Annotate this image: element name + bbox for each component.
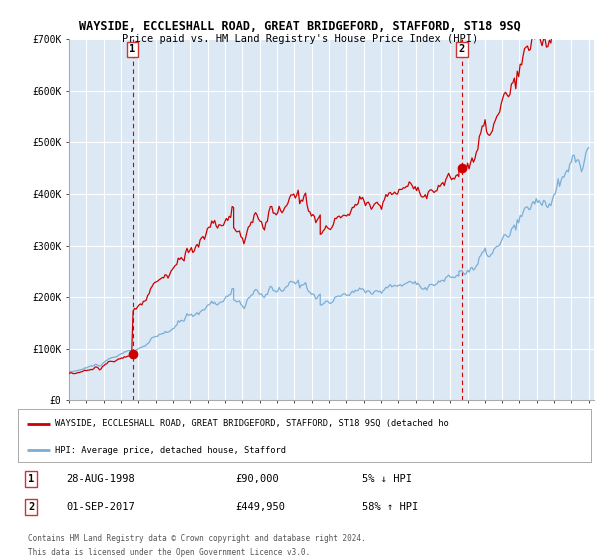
Text: 01-SEP-2017: 01-SEP-2017 [67,502,136,512]
Text: WAYSIDE, ECCLESHALL ROAD, GREAT BRIDGEFORD, STAFFORD, ST18 9SQ (detached ho: WAYSIDE, ECCLESHALL ROAD, GREAT BRIDGEFO… [55,419,449,428]
Text: 1: 1 [28,474,35,484]
Text: 58% ↑ HPI: 58% ↑ HPI [362,502,418,512]
Text: 5% ↓ HPI: 5% ↓ HPI [362,474,412,484]
Text: 28-AUG-1998: 28-AUG-1998 [67,474,136,484]
Text: This data is licensed under the Open Government Licence v3.0.: This data is licensed under the Open Gov… [28,548,310,557]
Text: Price paid vs. HM Land Registry's House Price Index (HPI): Price paid vs. HM Land Registry's House … [122,34,478,44]
Text: £449,950: £449,950 [236,502,286,512]
Text: 2: 2 [28,502,35,512]
Text: 2: 2 [458,44,465,54]
Text: 1: 1 [130,44,136,54]
Text: £90,000: £90,000 [236,474,280,484]
Text: WAYSIDE, ECCLESHALL ROAD, GREAT BRIDGEFORD, STAFFORD, ST18 9SQ: WAYSIDE, ECCLESHALL ROAD, GREAT BRIDGEFO… [79,20,521,32]
Text: Contains HM Land Registry data © Crown copyright and database right 2024.: Contains HM Land Registry data © Crown c… [28,534,366,543]
Text: HPI: Average price, detached house, Stafford: HPI: Average price, detached house, Staf… [55,446,286,455]
